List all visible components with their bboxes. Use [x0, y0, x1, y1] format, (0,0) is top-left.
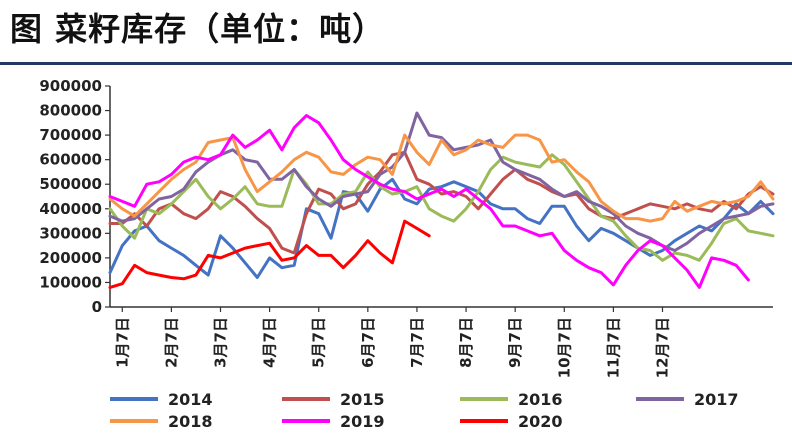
x-tick-label: 7月7日 [408, 317, 426, 368]
x-tick-label: 9月7日 [506, 317, 524, 368]
x-tick-label: 8月7日 [457, 317, 475, 368]
legend-label-2017: 2017 [694, 390, 739, 409]
legend-label-2015: 2015 [340, 390, 385, 409]
series-2017-line [108, 111, 775, 252]
series-2019-line [108, 114, 750, 289]
series-2014-line [108, 177, 775, 279]
series-lines [108, 111, 775, 289]
series-2016-line [108, 153, 775, 262]
x-tick-label: 6月7日 [359, 317, 377, 368]
series-2015-line [108, 150, 775, 255]
chart-title: 图 菜籽库存（单位：吨） [10, 10, 386, 48]
y-tick-label: 600000 [39, 151, 102, 169]
series-2018-line [108, 133, 775, 223]
legend-label-2014: 2014 [168, 390, 213, 409]
x-tick-label: 4月7日 [261, 317, 279, 368]
legend-label-2020: 2020 [518, 412, 563, 431]
legend-label-2018: 2018 [168, 412, 213, 431]
x-tick-label: 5月7日 [310, 317, 328, 368]
x-axis-ticks: 1月7日 2月7日 3月7日 4月7日 5月7日 6月7日 7月7日 8月7日 9月7日 10月7… [113, 307, 672, 378]
y-tick-label: 200000 [39, 249, 102, 267]
x-tick-label: 2月7日 [162, 317, 180, 368]
x-tick-label: 1月7日 [113, 317, 131, 368]
y-tick-label: 300000 [39, 224, 102, 242]
y-tick-label: 100000 [39, 273, 102, 291]
y-axis-ticks: 0 100000 200000 300000 400000 500000 600000 700… [39, 77, 110, 316]
legend: 2014 2015 2016 2017 2018 2019 2020 [110, 390, 739, 431]
y-tick-label: 900000 [39, 77, 102, 95]
legend-label-2016: 2016 [518, 390, 563, 409]
x-tick-label: 3月7日 [212, 317, 230, 368]
y-tick-label: 500000 [39, 175, 102, 193]
x-tick-label: 12月7日 [654, 317, 672, 378]
y-tick-label: 400000 [39, 200, 102, 218]
y-tick-label: 0 [92, 298, 102, 316]
legend-label-2019: 2019 [340, 412, 385, 431]
y-tick-label: 800000 [39, 102, 102, 120]
series-2020-line [108, 219, 431, 289]
y-tick-label: 700000 [39, 126, 102, 144]
x-tick-label: 11月7日 [604, 317, 622, 378]
title-rule [0, 62, 792, 65]
x-tick-label: 10月7日 [555, 317, 573, 378]
